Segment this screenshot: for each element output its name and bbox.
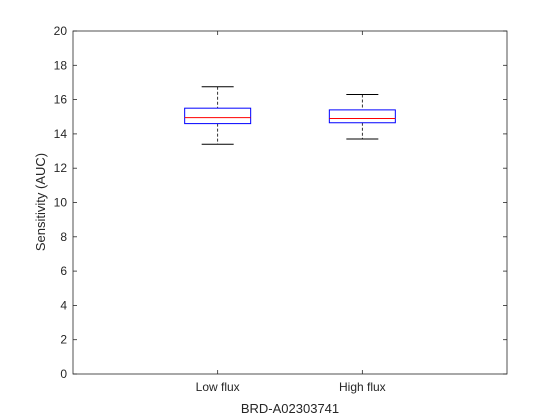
y-tick-label: 16 — [54, 93, 68, 107]
x-axis-ticks: Low flux High flux — [196, 31, 386, 394]
y-tick-label: 12 — [54, 161, 68, 175]
y-tick-label: 18 — [54, 58, 68, 72]
box-0 — [184, 86, 252, 145]
box-iqr — [184, 107, 252, 125]
x-tick-label: High flux — [339, 380, 386, 394]
y-tick-label: 10 — [54, 196, 68, 210]
y-tick-label: 6 — [60, 264, 67, 278]
y-tick-label: 14 — [54, 127, 68, 141]
box-1 — [328, 93, 396, 140]
x-tick-label: Low flux — [196, 380, 240, 394]
y-axis-ticks: 0 2 4 6 8 10 12 14 16 18 20 — [54, 24, 507, 381]
y-axis-label: Sensitivity (AUC) — [33, 153, 48, 251]
plot-area — [72, 30, 508, 375]
boxes-layer — [184, 86, 396, 145]
y-tick-label: 2 — [60, 333, 67, 347]
y-tick-label: 20 — [54, 24, 68, 38]
x-axis-label: BRD-A02303741 — [241, 401, 339, 416]
y-tick-label: 0 — [60, 367, 67, 381]
y-tick-label: 8 — [60, 230, 67, 244]
y-tick-label: 4 — [60, 298, 67, 312]
box-iqr — [328, 109, 396, 124]
